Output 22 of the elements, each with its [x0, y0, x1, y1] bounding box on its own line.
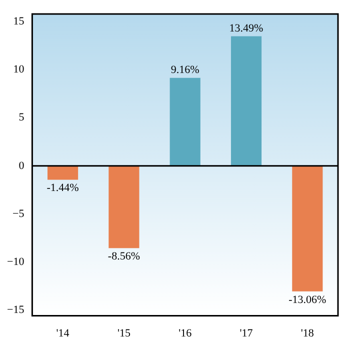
data-label: -13.06%: [288, 294, 326, 306]
bar: [230, 36, 262, 166]
data-label: 9.16%: [170, 64, 200, 76]
x-tick-label: '17: [240, 327, 254, 340]
bar: [292, 166, 323, 292]
data-label: -8.56%: [108, 250, 140, 263]
y-tick-label: −10: [6, 256, 25, 268]
y-tick-label: −5: [12, 208, 25, 220]
bar: [47, 166, 78, 180]
data-label: 13.49%: [229, 22, 264, 35]
y-tick-label: −15: [6, 304, 25, 316]
data-label: -1.44%: [46, 182, 79, 194]
y-tick-label: 10: [13, 64, 25, 76]
y-tick-label: 0: [18, 160, 25, 172]
y-tick-label: 15: [13, 16, 25, 28]
bar: [170, 78, 200, 166]
y-tick-label: 5: [18, 112, 25, 124]
x-tick-label: '14: [56, 327, 70, 340]
bar: [108, 166, 140, 248]
x-tick-label: '18: [300, 327, 314, 340]
x-tick-label: '16: [178, 327, 192, 340]
x-tick-label: '15: [117, 327, 131, 340]
